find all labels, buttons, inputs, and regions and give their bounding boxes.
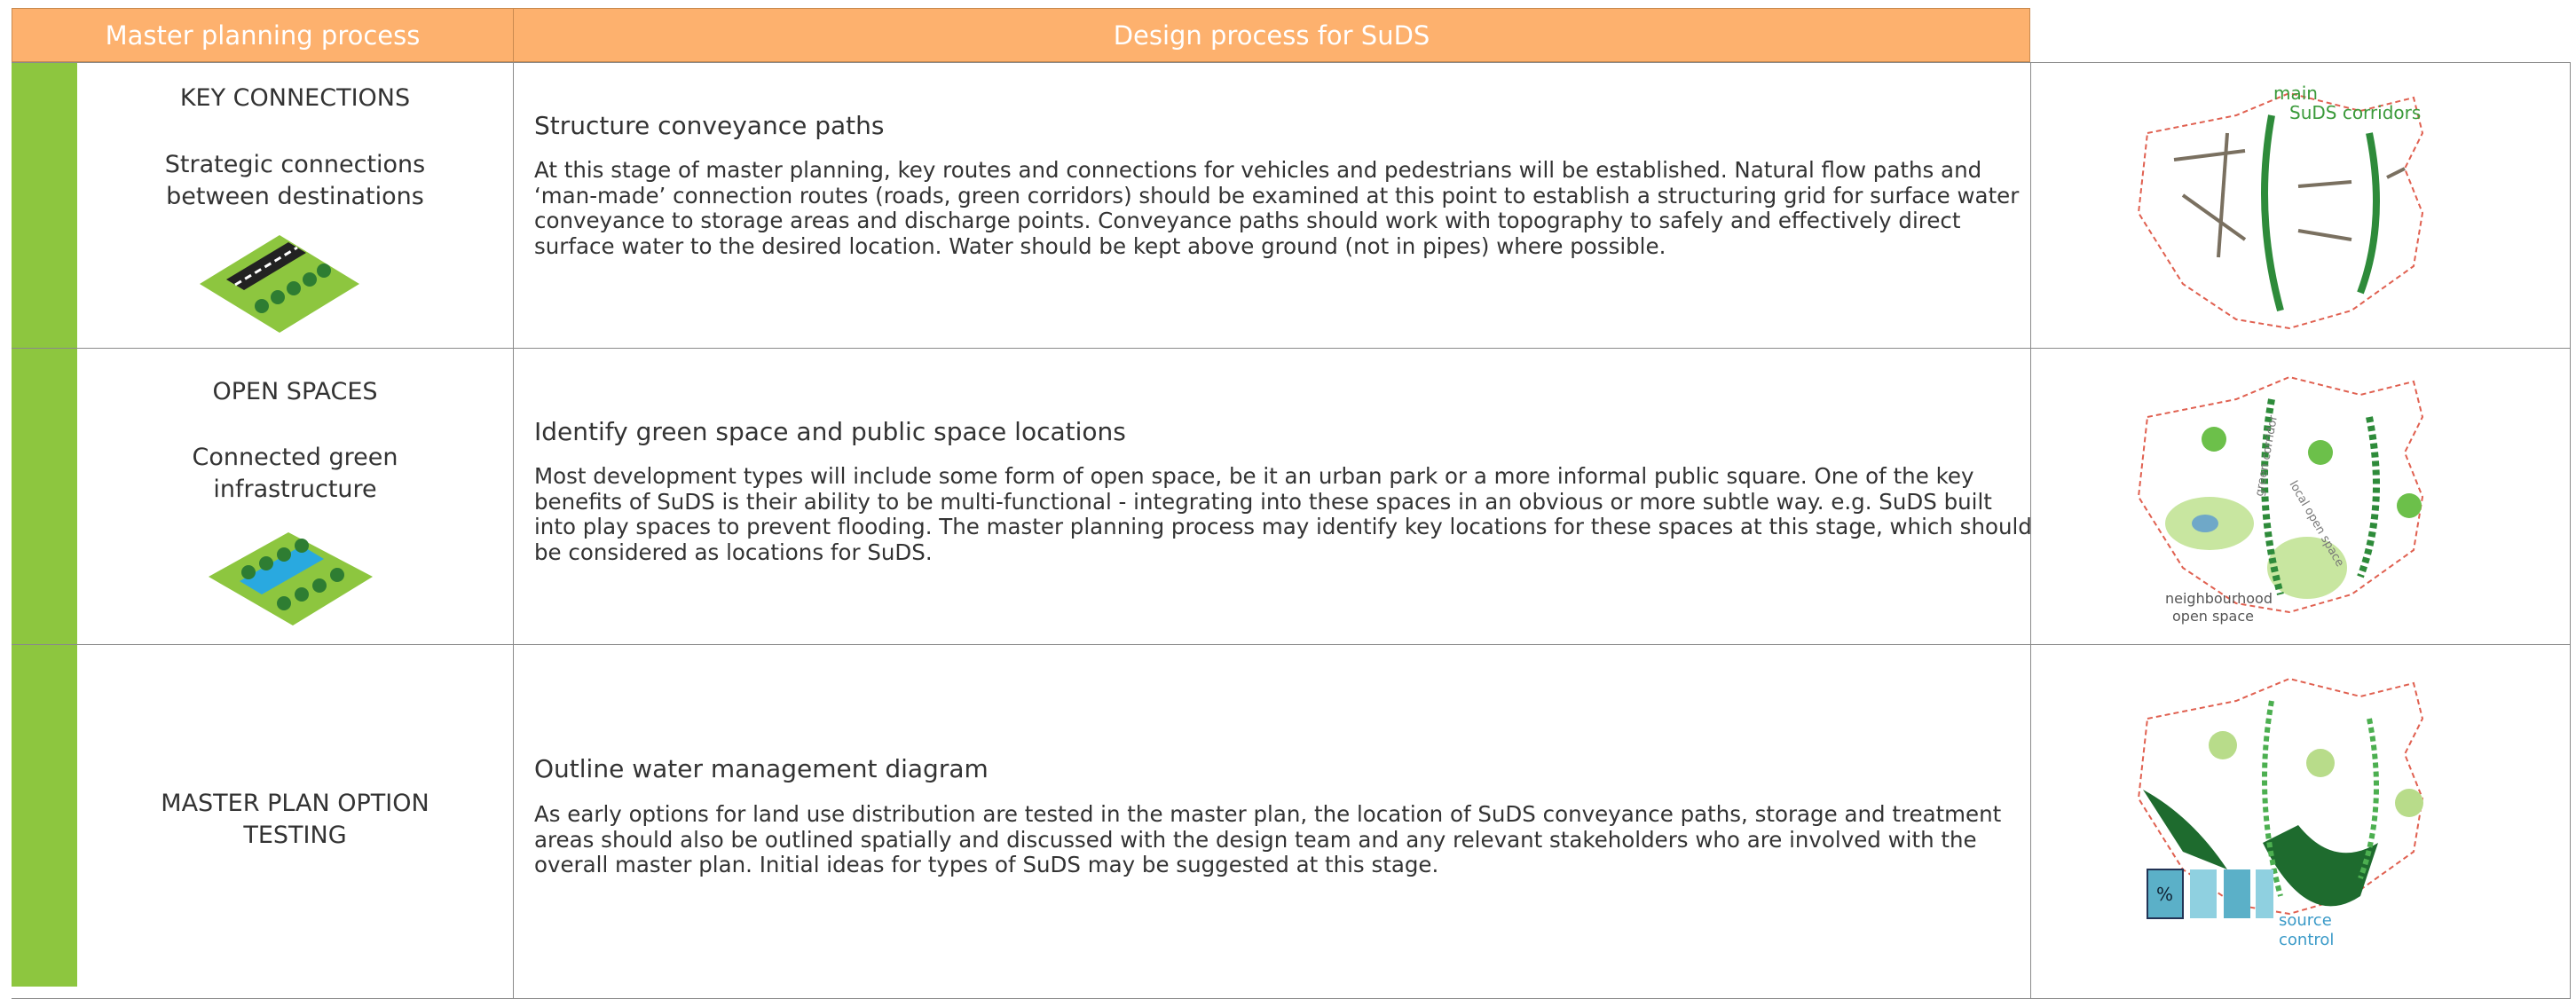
diagram-label: open space [2172,608,2254,625]
diagram: % source control [2137,677,2424,949]
section-body: Most development types will include some… [534,463,2032,565]
row-title: MASTER PLAN OPTION TESTING [161,790,429,849]
header-cell: Master planning process [12,8,514,62]
diagram: green corridor local open space neighbou… [2137,375,2424,625]
diagram-label: % [2156,884,2173,905]
row-subtitle: Strategic connections between destinatio… [164,151,426,210]
section-title: Identify green space and public space lo… [534,417,1126,446]
diagram-label: neighbourhood [2165,590,2273,607]
section-body: At this stage of master planning, key ro… [534,157,2020,259]
diagram-label: green corridor [2253,413,2281,497]
diagram-label: main [2273,83,2318,104]
diagram-label: source [2279,911,2332,930]
row-title: OPEN SPACES [212,378,378,405]
diagram-label: control [2279,931,2334,949]
green-strip [12,62,77,987]
section-title: Structure conveyance paths [534,111,885,140]
diagram: main SuDS corridors [2137,83,2424,330]
diagram-label: SuDS corridors [2289,102,2421,123]
header-cell: Design process for SuDS [513,8,2030,62]
road-icon [200,235,359,333]
row-title: KEY CONNECTIONS [179,84,411,112]
section-body: As early options for land use distributi… [534,801,2002,878]
row-subtitle: Connected green infrastructure [192,444,398,503]
park-icon [209,532,373,625]
section-title: Outline water management diagram [534,754,989,783]
